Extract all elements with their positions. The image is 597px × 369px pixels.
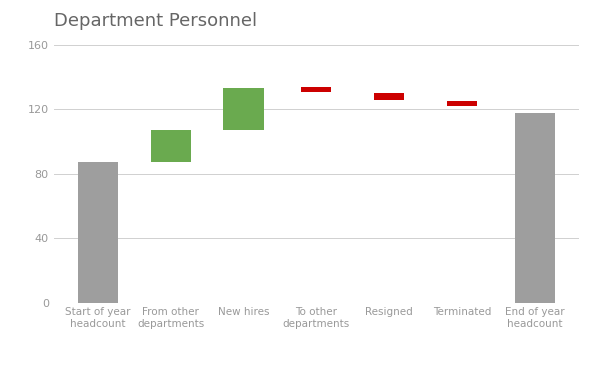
Bar	[301, 87, 331, 92]
Bar	[150, 130, 190, 162]
Text: Department Personnel: Department Personnel	[54, 12, 257, 30]
Bar	[223, 89, 263, 130]
Bar	[515, 113, 555, 303]
Bar	[374, 93, 404, 100]
Bar	[78, 162, 118, 303]
Bar	[447, 101, 477, 106]
